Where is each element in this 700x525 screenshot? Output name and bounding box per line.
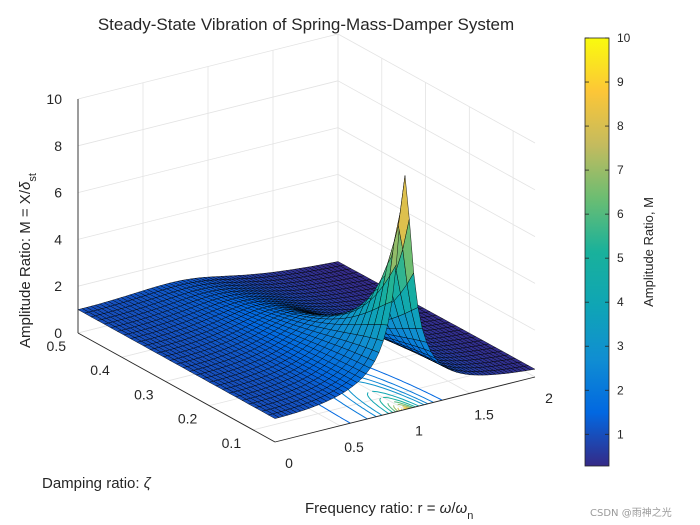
z-tick-label: 8 [54, 138, 62, 154]
x-tick-label: 0 [285, 455, 293, 471]
colorbar-tick-label: 4 [617, 295, 624, 309]
colorbar-label: Amplitude Ratio, M [641, 197, 656, 307]
contour-line [394, 401, 414, 408]
colorbar-tick-label: 3 [617, 339, 624, 353]
colorbar-tick-label: 1 [617, 427, 624, 441]
z-tick-label: 6 [54, 185, 62, 201]
axis-line-r [274, 376, 536, 443]
z-tick-label: 2 [54, 278, 62, 294]
back-gridline-m [77, 220, 339, 287]
contour-line [393, 405, 399, 412]
z-tick-label: 10 [46, 91, 62, 107]
side-gridline-m [337, 127, 536, 237]
contour-line [372, 390, 420, 407]
surface-mesh [77, 175, 536, 419]
colorbar-tick-label: 5 [617, 251, 624, 265]
side-gridline-m [337, 220, 536, 331]
contour-line [345, 383, 383, 416]
side-gridline-m [337, 174, 536, 284]
back-gridline-m [77, 80, 339, 147]
colorbar-tick-label: 7 [617, 163, 624, 177]
x-tick-label: 1 [415, 423, 423, 439]
y-tick-label: 0.5 [47, 338, 67, 354]
side-gridline-m [337, 80, 536, 191]
back-gridline-m [77, 33, 339, 100]
colorbar-tick-label: 9 [617, 75, 624, 89]
side-gridline-m [337, 33, 536, 144]
contour-line [402, 406, 410, 409]
contour-line [387, 403, 397, 413]
contour-line [383, 396, 416, 408]
x-tick-label: 2 [545, 390, 553, 406]
axes-box-edges [77, 99, 536, 443]
x-tick-label: 0.5 [344, 439, 364, 455]
y-tick-label: 0.2 [178, 411, 198, 427]
contour-line [355, 380, 425, 406]
contour-line [397, 407, 401, 412]
watermark: CSDN @雨神之光 [590, 506, 672, 519]
back-gridline-m [77, 174, 339, 240]
axis-line-zeta [77, 332, 276, 443]
back-gridline-m [77, 127, 339, 193]
y-tick-label: 0.4 [90, 362, 110, 378]
contour-line [366, 392, 390, 415]
colorbar-tick-label: 2 [617, 383, 624, 397]
y-tick-label: 0.3 [134, 386, 154, 402]
surface-face [523, 365, 536, 371]
x-axis-label: Frequency ratio: r = ω/ωn [305, 500, 473, 522]
chart-title: Steady-State Vibration of Spring-Mass-Da… [98, 15, 514, 34]
colorbar-tick-label: 8 [617, 119, 624, 133]
contour-line [379, 397, 394, 413]
x-tick-label: 1.5 [474, 406, 494, 422]
y-tick-label: 0.1 [222, 435, 242, 451]
z-tick-label: 4 [54, 231, 62, 247]
colorbar-tick-label: 6 [617, 207, 624, 221]
z-tick-label: 0 [54, 325, 62, 341]
z-axis-label: Amplitude Ratio: M = X/δst [17, 173, 39, 348]
colorbar-tick-label: 10 [617, 31, 631, 45]
colorbar-gradient [584, 37, 610, 467]
y-axis-label: Damping ratio: ζ [42, 475, 152, 492]
colorbar: 1 2 3 4 5 6 7 8 9 10 [584, 31, 631, 467]
contour-line [397, 403, 412, 409]
